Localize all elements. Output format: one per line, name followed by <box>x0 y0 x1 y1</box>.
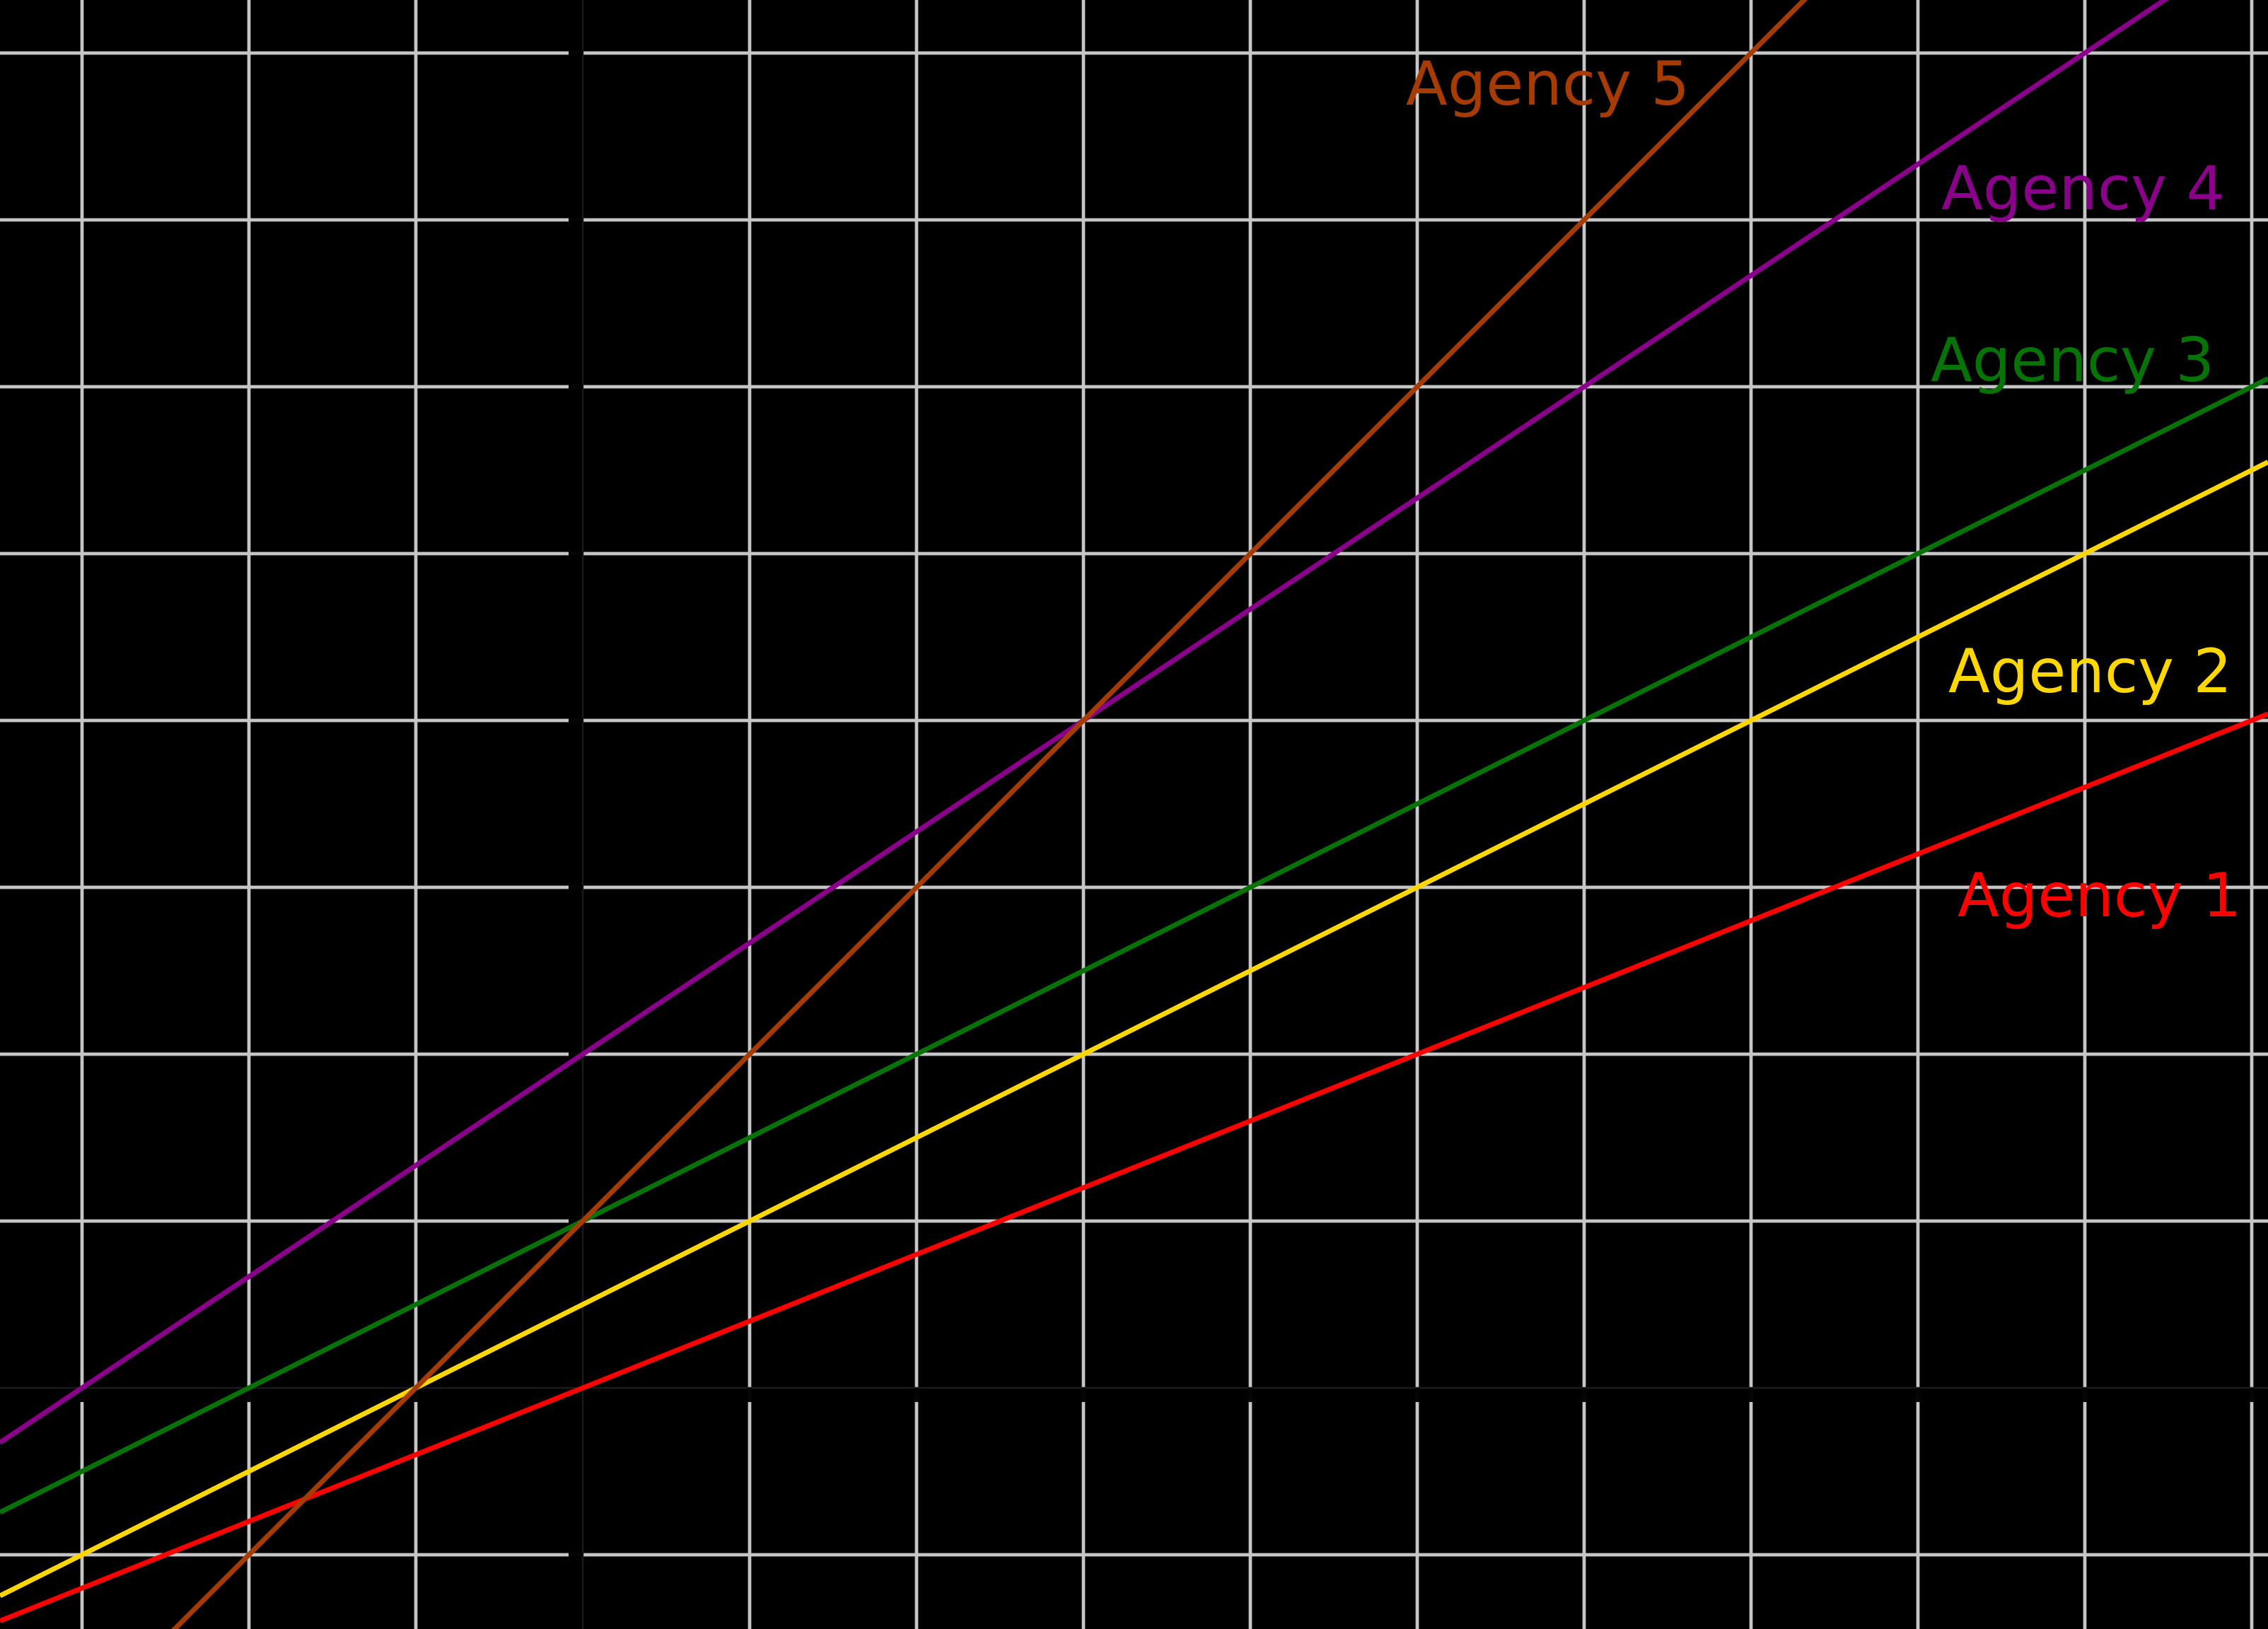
series-line-agency-4 <box>0 0 2169 1445</box>
series-label-agency-1: Agency 1 <box>1958 860 2242 931</box>
series-label-agency-3: Agency 3 <box>1931 325 2215 396</box>
series-label-agency-2: Agency 2 <box>1948 636 2233 707</box>
series-line-agency-3 <box>0 376 2268 1515</box>
series-label-agency-5: Agency 5 <box>1406 49 1690 119</box>
series-label-agency-4: Agency 4 <box>1941 153 2226 224</box>
series-line-agency-2 <box>0 460 2268 1599</box>
series-line-agency-1 <box>0 711 2268 1623</box>
